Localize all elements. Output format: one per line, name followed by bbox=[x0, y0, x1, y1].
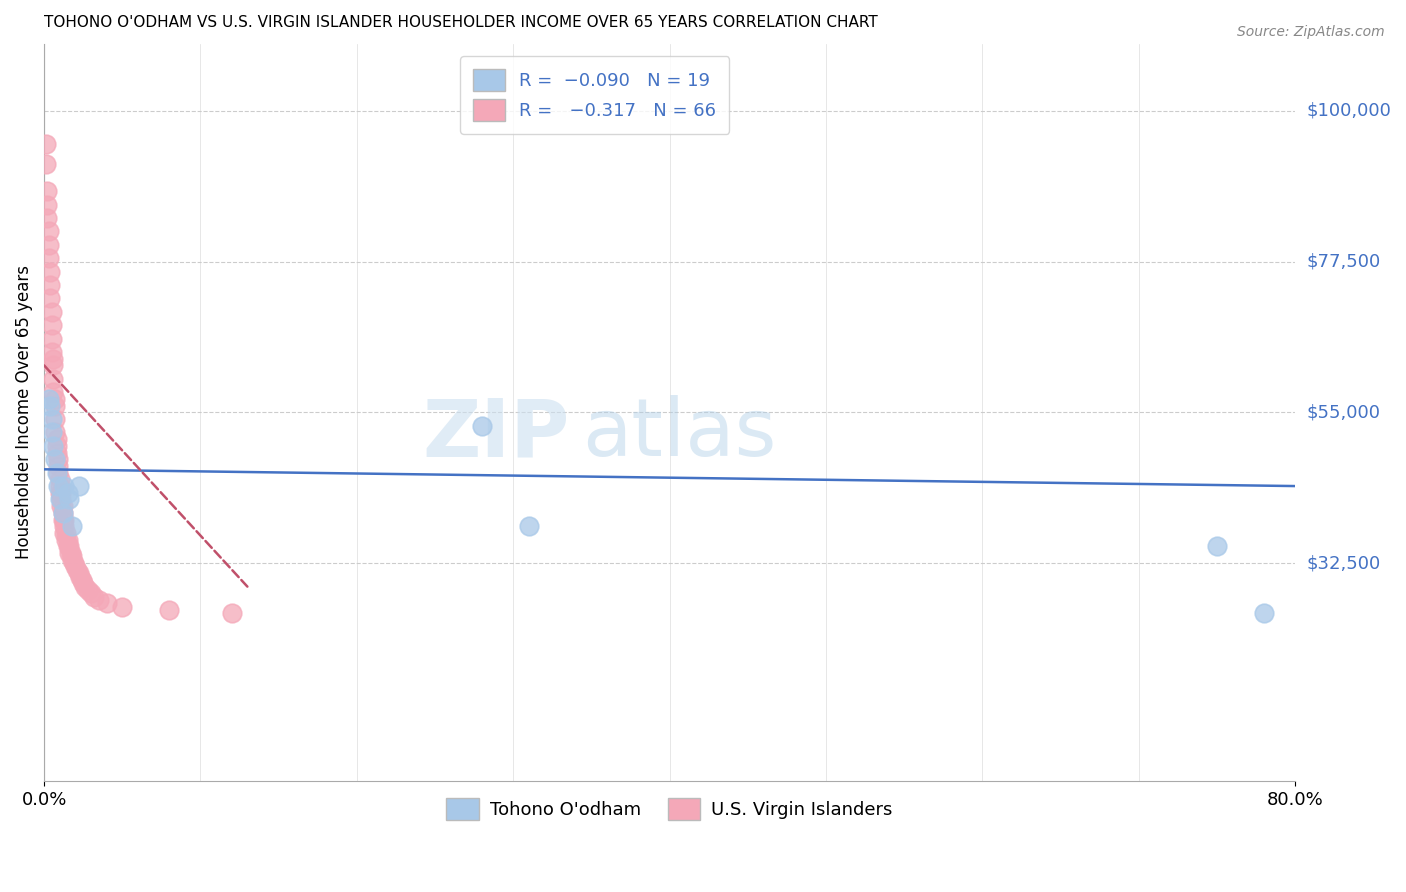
Point bbox=[48, 472, 70, 486]
Point bbox=[38, 392, 60, 406]
Point bbox=[42, 359, 65, 373]
Point bbox=[39, 292, 62, 306]
Point bbox=[41, 412, 63, 426]
Point bbox=[37, 197, 59, 211]
Point bbox=[44, 452, 66, 467]
Point bbox=[66, 563, 89, 577]
Point bbox=[63, 556, 86, 570]
Text: $55,000: $55,000 bbox=[1306, 403, 1381, 421]
Point bbox=[51, 485, 73, 500]
Point bbox=[53, 526, 76, 541]
Point bbox=[38, 251, 60, 265]
Point bbox=[53, 479, 76, 493]
Point bbox=[41, 332, 63, 346]
Point bbox=[56, 540, 79, 554]
Point bbox=[70, 573, 93, 587]
Point bbox=[1205, 540, 1227, 554]
Point bbox=[46, 452, 69, 467]
Text: ZIP: ZIP bbox=[422, 395, 569, 474]
Point bbox=[53, 519, 76, 533]
Y-axis label: Householder Income Over 65 years: Householder Income Over 65 years bbox=[15, 265, 32, 559]
Point bbox=[39, 264, 62, 278]
Point bbox=[77, 582, 100, 597]
Point bbox=[59, 546, 82, 560]
Point bbox=[42, 439, 65, 453]
Point bbox=[46, 458, 69, 473]
Point bbox=[56, 533, 79, 547]
Point bbox=[41, 305, 63, 319]
Point bbox=[45, 439, 67, 453]
Point bbox=[52, 499, 75, 513]
Point bbox=[34, 137, 56, 152]
Point bbox=[39, 399, 62, 413]
Legend: Tohono O'odham, U.S. Virgin Islanders: Tohono O'odham, U.S. Virgin Islanders bbox=[439, 791, 900, 827]
Point bbox=[65, 559, 87, 574]
Point bbox=[51, 499, 73, 513]
Point bbox=[42, 351, 65, 366]
Point bbox=[41, 318, 63, 333]
Point bbox=[517, 519, 540, 533]
Point bbox=[39, 277, 62, 292]
Point bbox=[45, 432, 67, 446]
Point bbox=[87, 593, 110, 607]
Point bbox=[53, 512, 76, 526]
Text: $32,500: $32,500 bbox=[1306, 554, 1381, 572]
Point bbox=[48, 492, 70, 507]
Point bbox=[44, 412, 66, 426]
Point bbox=[55, 533, 77, 547]
Point bbox=[58, 540, 80, 554]
Point bbox=[48, 479, 70, 493]
Point bbox=[42, 385, 65, 400]
Point bbox=[60, 519, 83, 533]
Point bbox=[45, 466, 67, 480]
Point bbox=[60, 549, 83, 564]
Point bbox=[67, 566, 90, 581]
Point bbox=[69, 569, 91, 583]
Point bbox=[72, 576, 94, 591]
Point bbox=[37, 184, 59, 198]
Point bbox=[471, 418, 494, 433]
Point bbox=[38, 224, 60, 238]
Point bbox=[37, 211, 59, 225]
Point bbox=[111, 599, 134, 614]
Point bbox=[41, 425, 63, 440]
Point bbox=[44, 399, 66, 413]
Point bbox=[96, 596, 118, 610]
Text: TOHONO O'ODHAM VS U.S. VIRGIN ISLANDER HOUSEHOLDER INCOME OVER 65 YEARS CORRELAT: TOHONO O'ODHAM VS U.S. VIRGIN ISLANDER H… bbox=[44, 15, 877, 30]
Text: atlas: atlas bbox=[582, 395, 776, 474]
Point bbox=[48, 485, 70, 500]
Point bbox=[44, 392, 66, 406]
Point bbox=[58, 546, 80, 560]
Point bbox=[46, 466, 69, 480]
Point bbox=[221, 607, 243, 621]
Point bbox=[52, 512, 75, 526]
Point bbox=[157, 603, 180, 617]
Point bbox=[58, 492, 80, 507]
Point bbox=[52, 506, 75, 520]
Point bbox=[83, 590, 105, 604]
Point bbox=[45, 445, 67, 459]
Point bbox=[73, 580, 96, 594]
Point bbox=[41, 345, 63, 359]
Point bbox=[55, 526, 77, 541]
Point bbox=[34, 157, 56, 171]
Point bbox=[51, 492, 73, 507]
Point bbox=[1253, 607, 1275, 621]
Point bbox=[46, 479, 69, 493]
Point bbox=[56, 485, 79, 500]
Text: $100,000: $100,000 bbox=[1306, 102, 1391, 120]
Point bbox=[60, 553, 83, 567]
Text: Source: ZipAtlas.com: Source: ZipAtlas.com bbox=[1237, 25, 1385, 39]
Text: $77,500: $77,500 bbox=[1306, 252, 1381, 270]
Point bbox=[44, 425, 66, 440]
Point bbox=[52, 506, 75, 520]
Point bbox=[80, 586, 103, 600]
Point bbox=[67, 479, 90, 493]
Point bbox=[38, 237, 60, 252]
Point bbox=[42, 372, 65, 386]
